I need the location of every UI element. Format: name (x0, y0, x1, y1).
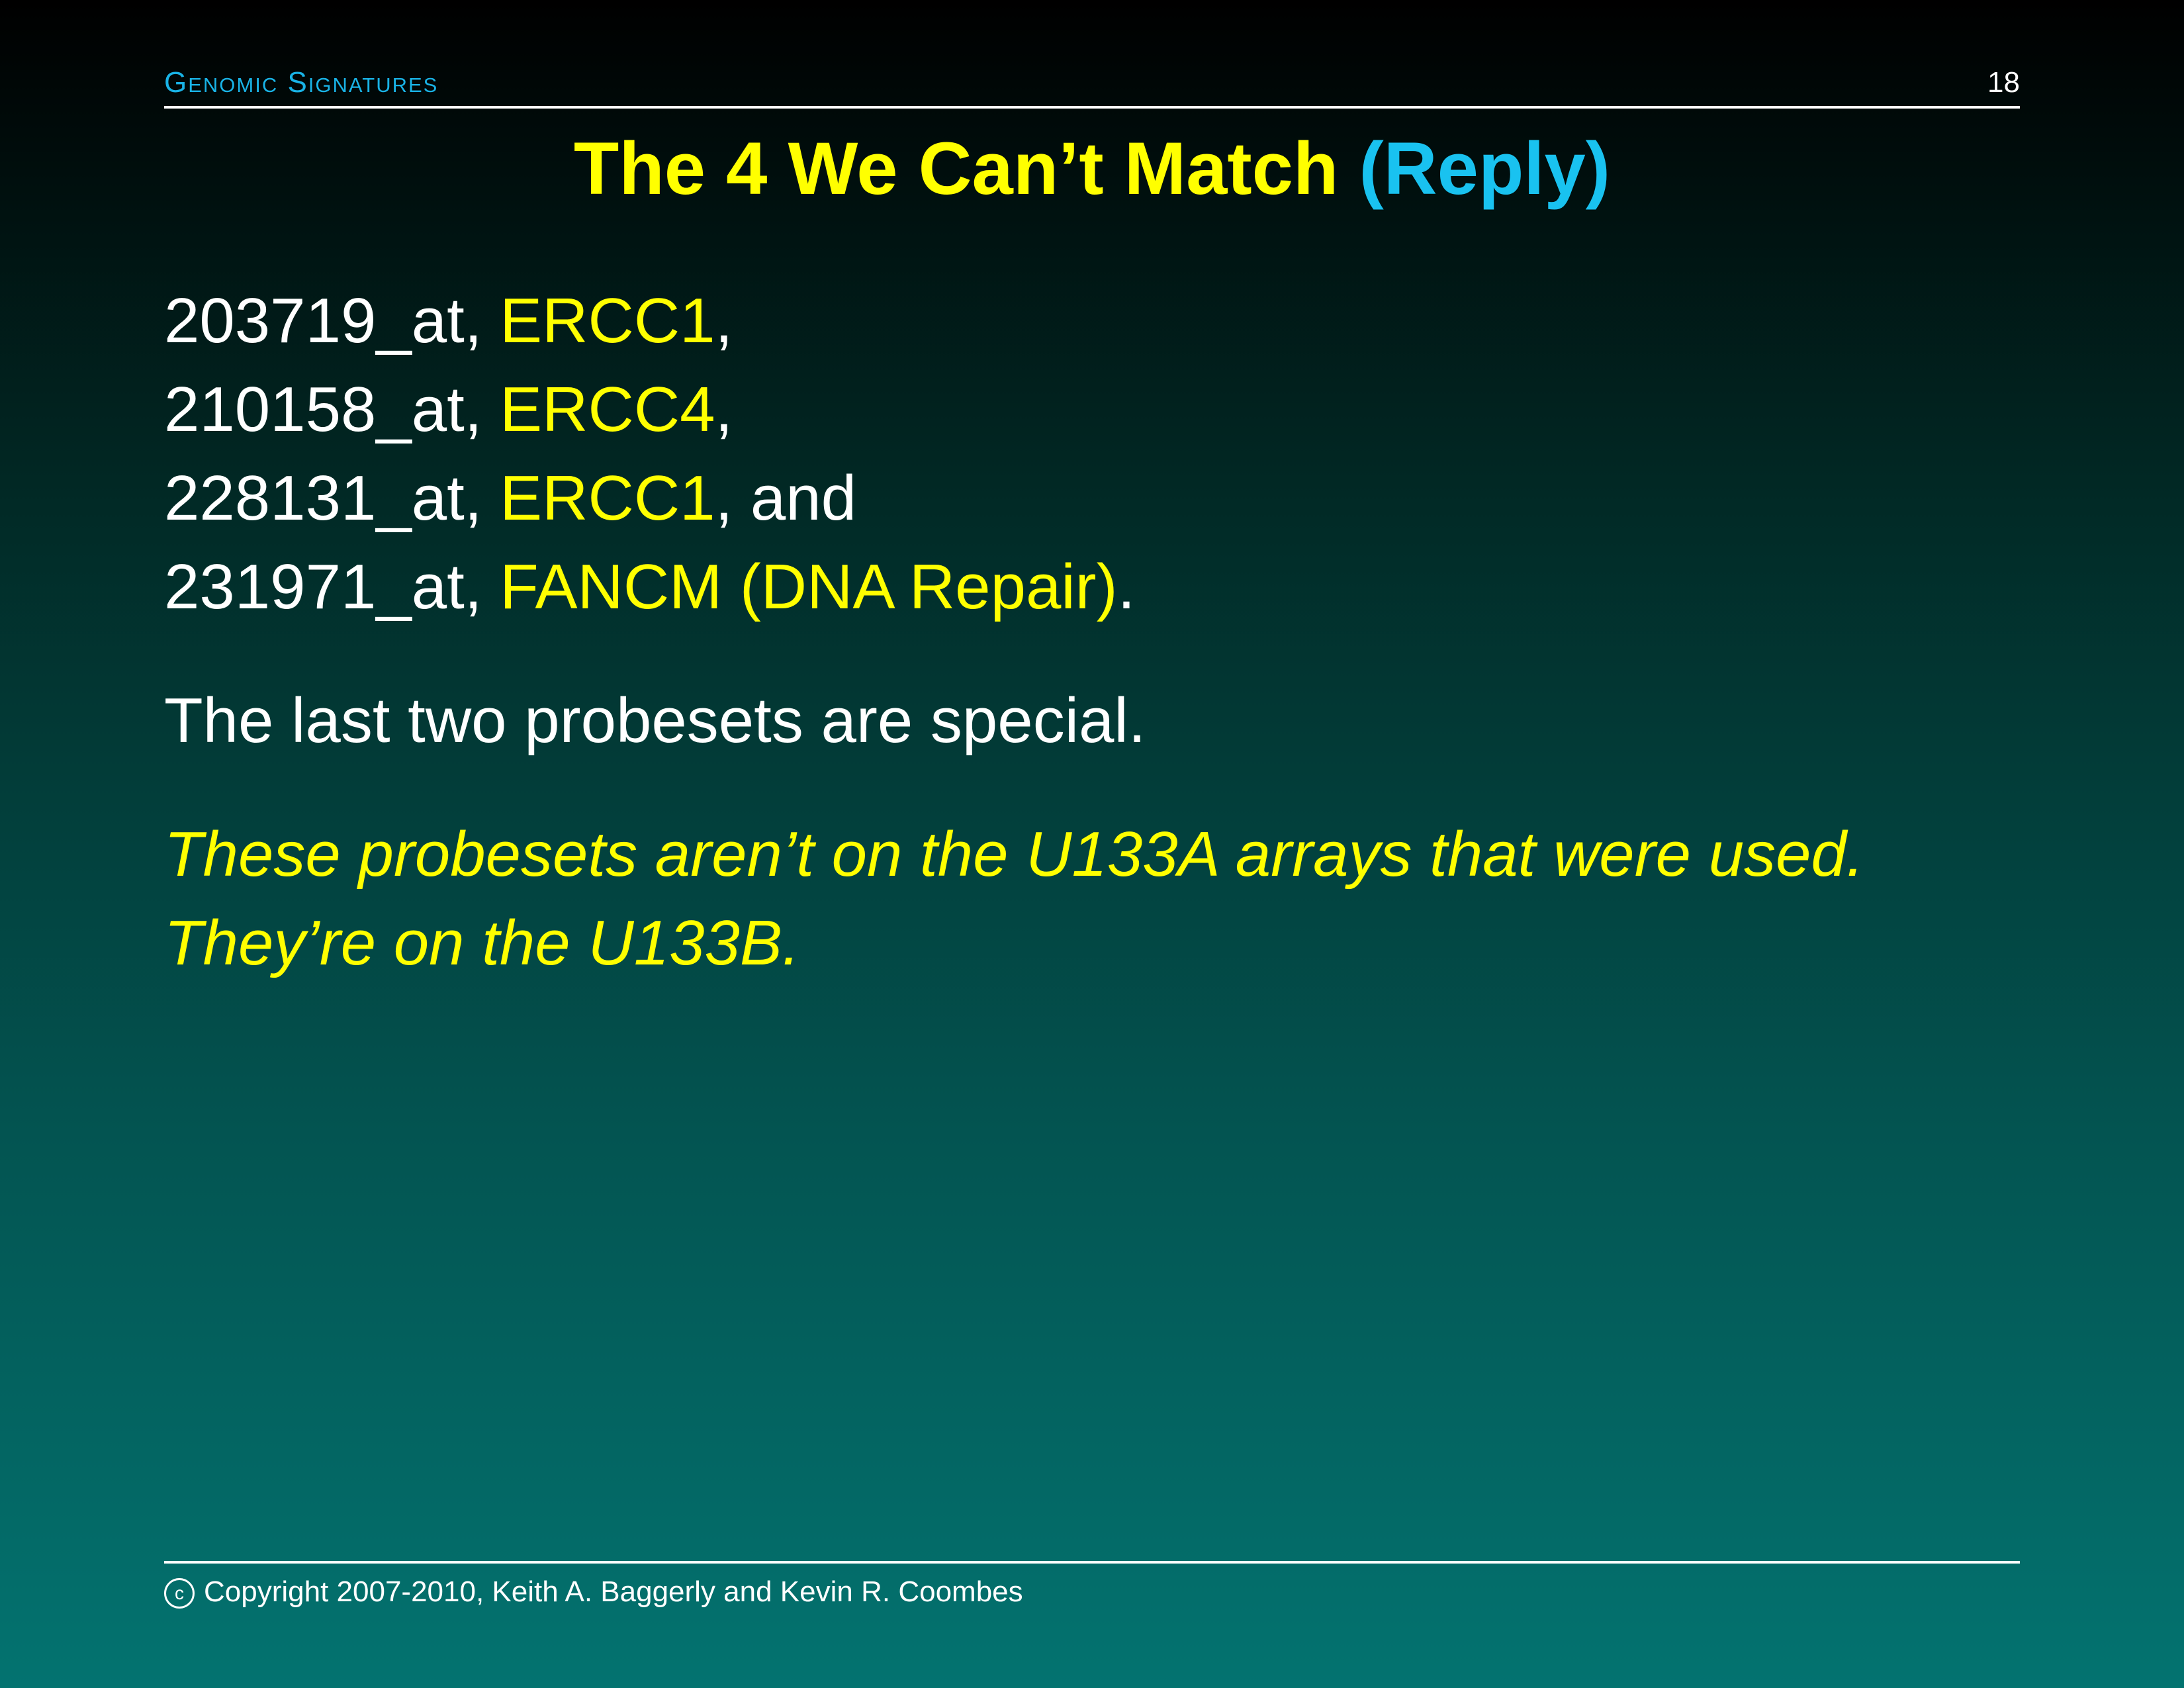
gene-name: ERCC4 (500, 374, 715, 445)
probe-id: 210158_at, (164, 374, 482, 445)
page-number: 18 (1987, 66, 2020, 99)
probe-suffix: . (1117, 551, 1136, 622)
slide-title-accent: (Reply) (1359, 127, 1611, 210)
probe-line: 228131_at, ERCC1, and (164, 454, 1135, 543)
gene-name: ERCC1 (500, 285, 715, 356)
probe-suffix: , (715, 374, 733, 445)
note-line-2: They’re on the U133B. (164, 908, 800, 978)
copyright-text: Copyright 2007-2010, Keith A. Baggerly a… (204, 1575, 1023, 1608)
probe-line: 203719_at, ERCC1, (164, 277, 1135, 365)
slide-title-main: The 4 We Can’t Match (573, 127, 1339, 210)
probe-id: 231971_at, (164, 551, 482, 622)
slide-header: Genomic Signatures 18 (164, 66, 2020, 106)
probe-id: 228131_at, (164, 463, 482, 534)
section-title: Genomic Signatures (164, 66, 439, 99)
gene-name: FANCM (DNA Repair) (500, 551, 1118, 622)
slide-title: The 4 We Can’t Match (Reply) (164, 126, 2020, 212)
gene-name: ERCC1 (500, 463, 715, 534)
header-divider (164, 106, 2020, 109)
footer-copyright: c Copyright 2007-2010, Keith A. Baggerly … (164, 1575, 1023, 1609)
probe-suffix: , (715, 285, 733, 356)
copyright-icon: c (164, 1578, 195, 1609)
note-line-1: These probesets aren’t on the U133A arra… (164, 819, 1864, 890)
probe-id: 203719_at, (164, 285, 482, 356)
probe-line: 210158_at, ERCC4, (164, 365, 1135, 454)
footer-divider (164, 1561, 2020, 1564)
probe-line: 231971_at, FANCM (DNA Repair). (164, 543, 1135, 632)
italic-note: These probesets aren’t on the U133A arra… (164, 810, 1864, 988)
probe-suffix: , and (715, 463, 857, 534)
probe-list: 203719_at, ERCC1, 210158_at, ERCC4, 2281… (164, 277, 1135, 632)
statement-text: The last two probesets are special. (164, 685, 1146, 756)
